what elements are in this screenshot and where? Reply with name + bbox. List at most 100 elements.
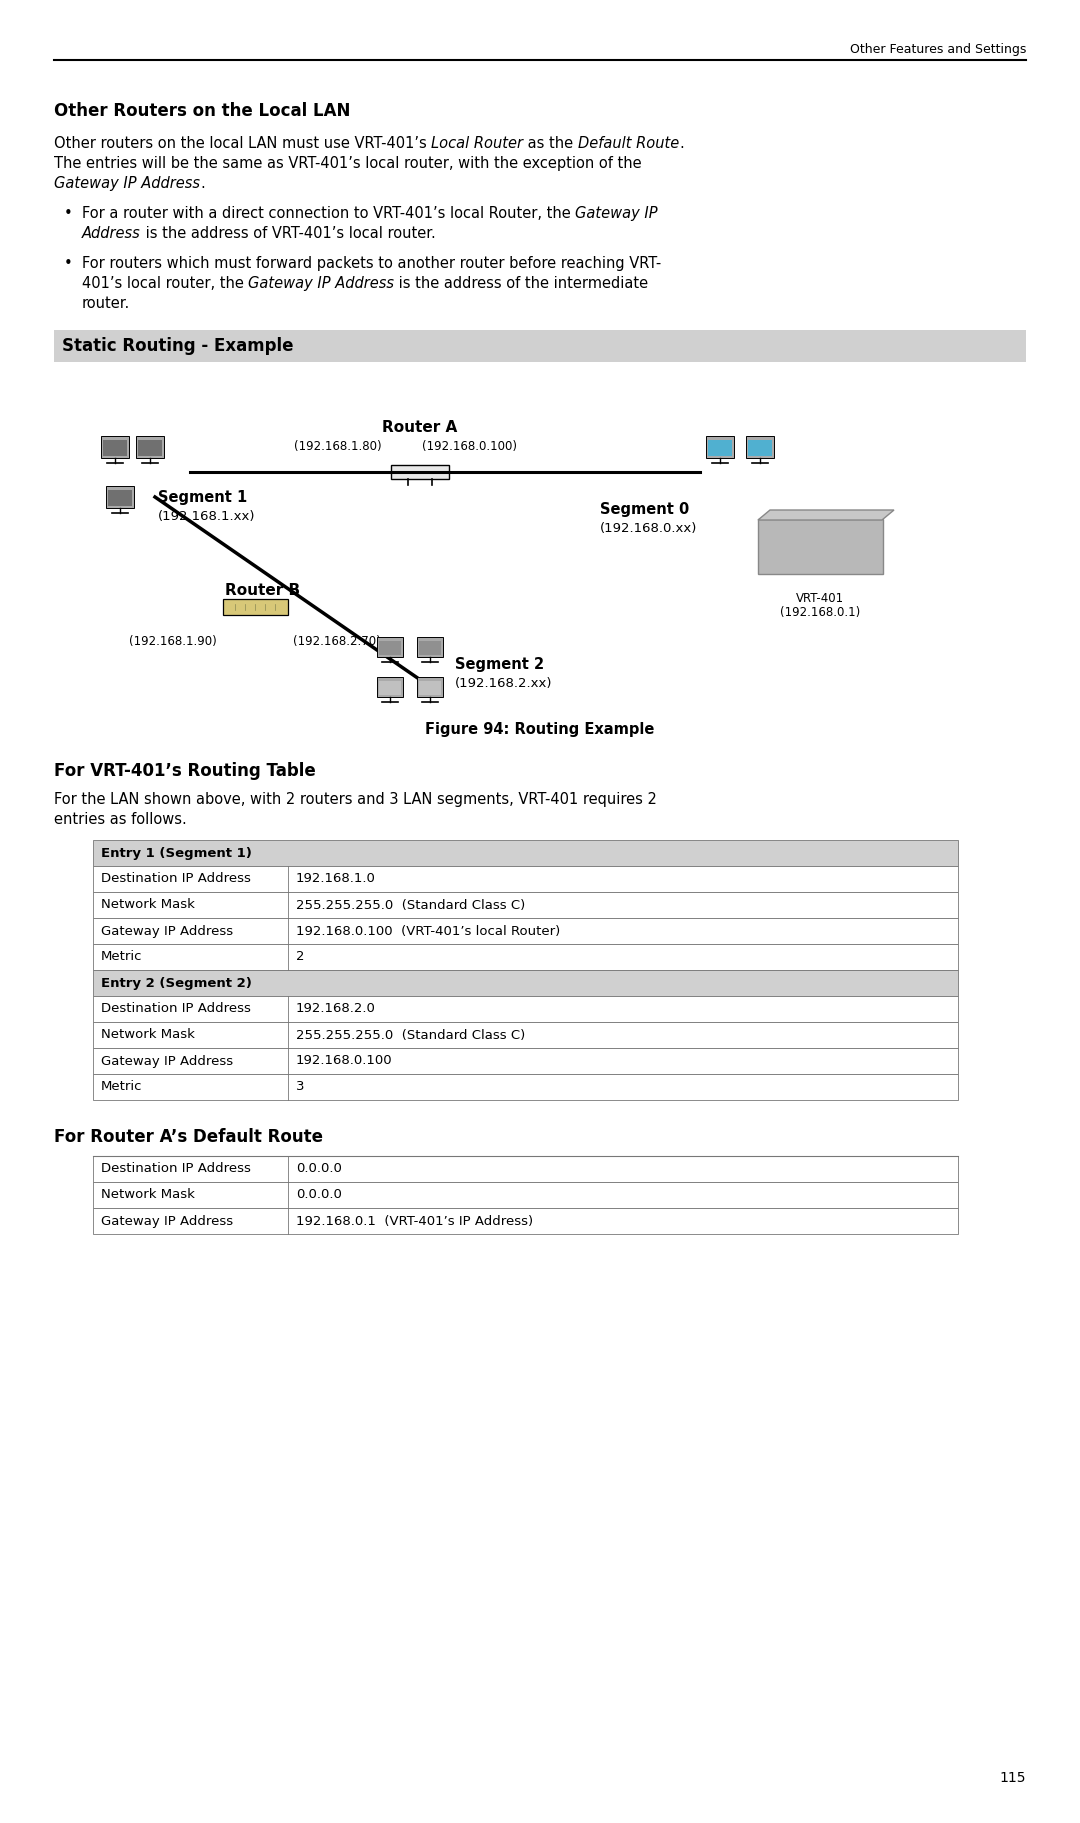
Bar	[377, 636, 403, 656]
Text: Static Routing - Example: Static Routing - Example	[62, 337, 294, 355]
Text: 0.0.0.0: 0.0.0.0	[296, 1189, 342, 1201]
Bar	[379, 642, 401, 654]
Text: Destination IP Address: Destination IP Address	[102, 873, 251, 886]
Bar	[93, 1048, 958, 1074]
Text: Network Mask: Network Mask	[102, 1189, 194, 1201]
Text: Network Mask: Network Mask	[102, 1028, 194, 1041]
Text: 192.168.0.100  (VRT-401’s local Router): 192.168.0.100 (VRT-401’s local Router)	[296, 924, 561, 937]
Text: Gateway IP Address: Gateway IP Address	[102, 1214, 233, 1227]
Bar	[708, 439, 732, 456]
Text: Metric: Metric	[102, 1081, 143, 1094]
Text: (192.168.1.90): (192.168.1.90)	[130, 634, 217, 647]
Text: Entry 1 (Segment 1): Entry 1 (Segment 1)	[102, 846, 252, 859]
Bar	[93, 1023, 958, 1048]
Text: Other routers on the local LAN must use VRT-401’s: Other routers on the local LAN must use …	[54, 137, 431, 151]
Text: 3: 3	[296, 1081, 305, 1094]
Bar	[93, 970, 958, 995]
Text: Gateway IP Address: Gateway IP Address	[54, 177, 200, 191]
Polygon shape	[758, 510, 894, 520]
Text: Segment 0: Segment 0	[600, 501, 689, 518]
Text: is the address of the intermediate: is the address of the intermediate	[394, 275, 649, 292]
Bar	[54, 330, 1026, 363]
Bar	[93, 995, 958, 1023]
Bar	[377, 676, 403, 696]
Text: .: .	[200, 177, 205, 191]
Bar	[391, 465, 449, 479]
Text: Network Mask: Network Mask	[102, 899, 194, 912]
Text: Router B: Router B	[226, 583, 300, 598]
Text: router.: router.	[82, 295, 131, 312]
Text: VRT-401: VRT-401	[796, 592, 845, 605]
Text: Destination IP Address: Destination IP Address	[102, 1003, 251, 1015]
Text: .: .	[679, 137, 684, 151]
Bar	[222, 600, 288, 614]
Text: Local Router: Local Router	[431, 137, 524, 151]
Text: Segment 1: Segment 1	[158, 490, 247, 505]
Text: Gateway IP Address: Gateway IP Address	[248, 275, 394, 292]
Bar	[93, 1181, 958, 1209]
Text: For a router with a direct connection to VRT-401’s local Router, the: For a router with a direct connection to…	[82, 206, 576, 221]
Bar	[136, 436, 164, 458]
Text: (192.168.0.xx): (192.168.0.xx)	[600, 521, 698, 534]
Text: Segment 2: Segment 2	[455, 656, 544, 673]
Text: Metric: Metric	[102, 950, 143, 964]
Bar	[102, 436, 129, 458]
Bar	[93, 1156, 958, 1181]
Text: 2: 2	[296, 950, 305, 964]
Text: Router A: Router A	[382, 419, 458, 436]
Text: Default Route: Default Route	[578, 137, 679, 151]
Bar	[758, 520, 883, 574]
Bar	[93, 840, 958, 866]
Text: (192.168.2.xx): (192.168.2.xx)	[455, 676, 553, 689]
Text: as the: as the	[524, 137, 578, 151]
Bar	[746, 436, 774, 458]
Bar	[106, 487, 134, 509]
Text: 192.168.0.1  (VRT-401’s IP Address): 192.168.0.1 (VRT-401’s IP Address)	[296, 1214, 534, 1227]
Text: Gateway IP: Gateway IP	[576, 206, 658, 221]
Bar	[379, 682, 401, 695]
Text: (192.168.0.1): (192.168.0.1)	[780, 605, 860, 620]
Bar	[138, 439, 162, 456]
Bar	[93, 1209, 958, 1234]
Text: Entry 2 (Segment 2): Entry 2 (Segment 2)	[102, 977, 252, 990]
Text: The entries will be the same as VRT-401’s local router, with the exception of th: The entries will be the same as VRT-401’…	[54, 157, 642, 171]
Bar	[93, 866, 958, 891]
Text: 192.168.1.0: 192.168.1.0	[296, 873, 376, 886]
Bar	[93, 944, 958, 970]
Text: Other Features and Settings: Other Features and Settings	[850, 44, 1026, 57]
Text: For Router A’s Default Route: For Router A’s Default Route	[54, 1128, 323, 1147]
Text: (192.168.2.70): (192.168.2.70)	[293, 634, 381, 647]
Bar	[108, 490, 132, 507]
Bar	[93, 919, 958, 944]
Bar	[93, 891, 958, 919]
Text: 255.255.255.0  (Standard Class C): 255.255.255.0 (Standard Class C)	[296, 1028, 525, 1041]
Text: 255.255.255.0  (Standard Class C): 255.255.255.0 (Standard Class C)	[296, 899, 525, 912]
Bar	[417, 676, 443, 696]
Text: 0.0.0.0: 0.0.0.0	[296, 1163, 342, 1176]
Text: Figure 94: Routing Example: Figure 94: Routing Example	[426, 722, 654, 736]
Text: For routers which must forward packets to another router before reaching VRT-: For routers which must forward packets t…	[82, 255, 661, 272]
Text: Destination IP Address: Destination IP Address	[102, 1163, 251, 1176]
Text: (192.168.1.xx): (192.168.1.xx)	[158, 510, 256, 523]
Text: is the address of VRT-401’s local router.: is the address of VRT-401’s local router…	[140, 226, 435, 241]
Bar	[103, 439, 127, 456]
Text: Address: Address	[82, 226, 140, 241]
Text: Other Routers on the Local LAN: Other Routers on the Local LAN	[54, 102, 350, 120]
Text: (192.168.0.100): (192.168.0.100)	[422, 439, 517, 452]
Bar	[417, 636, 443, 656]
Text: 192.168.2.0: 192.168.2.0	[296, 1003, 376, 1015]
Text: For the LAN shown above, with 2 routers and 3 LAN segments, VRT-401 requires 2: For the LAN shown above, with 2 routers …	[54, 791, 657, 808]
Text: Gateway IP Address: Gateway IP Address	[102, 1054, 233, 1068]
Bar	[93, 1074, 958, 1099]
Text: •: •	[64, 255, 72, 272]
Bar	[706, 436, 734, 458]
Text: (192.168.1.80): (192.168.1.80)	[295, 439, 382, 452]
Text: Gateway IP Address: Gateway IP Address	[102, 924, 233, 937]
Bar	[748, 439, 772, 456]
Text: 115: 115	[999, 1770, 1026, 1785]
Bar	[419, 642, 441, 654]
Text: entries as follows.: entries as follows.	[54, 811, 187, 828]
Text: For VRT-401’s Routing Table: For VRT-401’s Routing Table	[54, 762, 315, 780]
Text: 192.168.0.100: 192.168.0.100	[296, 1054, 393, 1068]
Text: •: •	[64, 206, 72, 221]
